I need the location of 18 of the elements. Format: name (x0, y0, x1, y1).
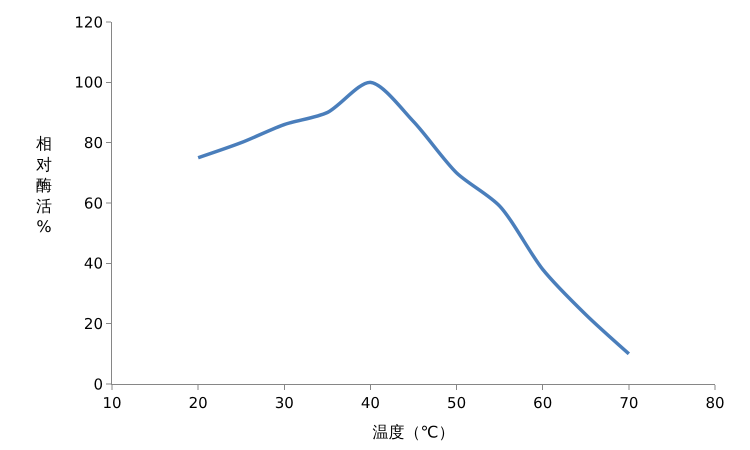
y-tick-label: 60 (84, 194, 103, 212)
y-tick-label: 100 (74, 74, 103, 92)
x-tick-label: 50 (447, 394, 466, 412)
y-tick-label: 0 (93, 375, 103, 394)
x-tick-label: 20 (188, 394, 208, 412)
x-tick-label: 70 (619, 394, 638, 412)
x-tick-label: 10 (102, 394, 122, 412)
line-series (196, 80, 631, 356)
x-tick-label: 60 (533, 394, 552, 412)
x-tick-label: 80 (705, 394, 725, 412)
x-tick-label: 30 (274, 394, 294, 412)
y-tick-label: 120 (74, 13, 103, 32)
y-tick-label: 20 (84, 314, 103, 333)
y-tick-label: 40 (84, 254, 103, 273)
x-tick-label: 40 (360, 394, 380, 412)
y-axis-title: 相对酶活% (36, 134, 52, 236)
y-tick-label: 80 (84, 134, 103, 152)
x-axis-title: 温度（℃） (372, 422, 454, 442)
